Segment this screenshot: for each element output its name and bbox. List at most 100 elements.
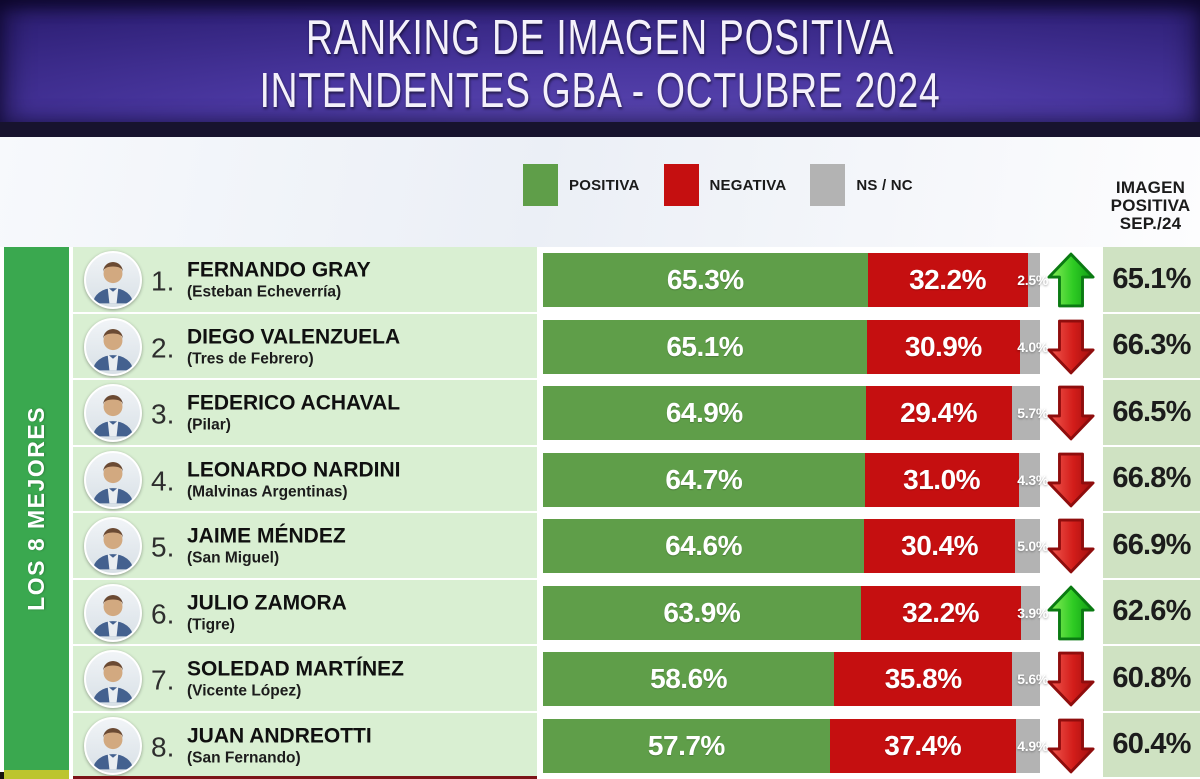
nsnc-bar-segment <box>1015 519 1040 573</box>
positive-bar-segment: 64.6% <box>543 519 865 573</box>
mayor-identity: LEONARDO NARDINI (Malvinas Argentinas) <box>187 458 401 501</box>
trend-up-icon <box>1047 585 1095 641</box>
rank-number: 7. <box>151 664 175 696</box>
trend-down-icon <box>1047 319 1095 375</box>
prev-positive-value: 66.8% <box>1103 446 1200 511</box>
stacked-bar: 63.9% 32.2% 3.9% <box>543 585 1048 640</box>
negative-value: 31.0% <box>903 463 981 495</box>
legend-item-negativa: NEGATIVA <box>663 164 787 206</box>
mayor-cell-background <box>73 646 537 711</box>
nsnc-value: 5.0% <box>1017 538 1048 554</box>
prev-header-line3: SEP./24 <box>1119 214 1182 233</box>
stacked-bar: 64.9% 29.4% 5.7% <box>543 386 1048 440</box>
prev-positive-value: 66.5% <box>1103 380 1200 445</box>
mayor-cell-background <box>73 380 537 445</box>
trend-down-icon <box>1047 718 1095 774</box>
stacked-bar: 57.7% 37.4% 4.9% <box>543 718 1048 773</box>
trend-up-icon <box>1047 252 1095 308</box>
legend-label: NEGATIVA <box>709 176 787 194</box>
positiva-swatch-icon <box>523 164 558 206</box>
negative-value: 29.4% <box>900 397 978 428</box>
mayor-identity: JAIME MÉNDEZ (San Miguel) <box>187 525 346 568</box>
stacked-bar: 65.1% 30.9% 4.0% <box>543 319 1048 374</box>
mayor-name: JULIO ZAMORA <box>187 591 347 615</box>
negative-bar-segment: 30.4% <box>864 519 1016 573</box>
positive-bar-segment: 58.6% <box>543 652 835 706</box>
mayor-cell-background <box>73 513 537 578</box>
trend-down-icon <box>1047 518 1095 574</box>
mayor-name: FEDERICO ACHAVAL <box>187 391 401 415</box>
ranking-row: 5. JAIME MÉNDEZ (San Miguel) 64.6% 30.4% 5.0%… <box>0 513 1200 580</box>
section-band-los-8-mejores: LOS 8 MEJORES <box>4 247 69 770</box>
negative-bar-segment: 29.4% <box>865 386 1012 440</box>
positive-bar-segment: 63.9% <box>543 585 861 640</box>
positive-bar-segment: 64.9% <box>543 386 866 440</box>
mayor-name: FERNANDO GRAY <box>187 258 371 282</box>
negative-bar-segment: 37.4% <box>829 718 1016 773</box>
header-divider <box>0 122 1200 137</box>
negativa-swatch-icon <box>663 164 699 206</box>
prev-header-line2: POSITIVA <box>1110 196 1191 215</box>
next-section-band-sliver <box>4 770 69 779</box>
mayor-identity: SOLEDAD MARTÍNEZ (Vicente López) <box>187 658 404 701</box>
prev-positive-value: 65.1% <box>1103 247 1200 312</box>
nsnc-bar-segment <box>1018 452 1040 507</box>
ranking-row: 7. SOLEDAD MARTÍNEZ (Vicente López) 58.6% 35… <box>0 646 1200 713</box>
negative-bar-segment: 35.8% <box>834 652 1013 706</box>
legend-zone-background <box>0 137 1200 247</box>
mayor-cell-background <box>73 579 537 644</box>
mayor-cell-background <box>73 313 537 378</box>
positive-value: 57.7% <box>647 729 725 761</box>
ranking-row: 1. FERNANDO GRAY (Esteban Echeverría) 65.3%… <box>0 247 1200 314</box>
next-section-edge-sliver <box>73 776 537 779</box>
avatar <box>84 251 142 309</box>
rank-number: 2. <box>151 332 175 364</box>
positive-value: 64.6% <box>665 530 742 561</box>
nsnc-bar-segment <box>1027 253 1040 307</box>
positive-value: 65.3% <box>666 264 744 295</box>
nsnc-value: 4.0% <box>1017 338 1048 355</box>
municipality: (Tres de Febrero) <box>187 350 314 368</box>
municipality: (Esteban Echeverría) <box>187 283 342 301</box>
stacked-bar: 64.7% 31.0% 4.3% <box>543 452 1048 507</box>
stacked-bar: 64.6% 30.4% 5.0% <box>543 519 1048 573</box>
stacked-bar: 58.6% 35.8% 5.6% <box>543 652 1048 706</box>
prev-column-header: IMAGEN POSITIVA SEP./24 <box>1101 179 1200 233</box>
legend-label: POSITIVA <box>569 176 640 194</box>
avatar <box>84 583 142 642</box>
rank-number: 1. <box>151 265 175 297</box>
negative-value: 32.2% <box>902 596 980 628</box>
prev-positive-value: 60.4% <box>1103 712 1200 777</box>
nsnc-value: 3.9% <box>1017 604 1048 621</box>
page-title-line1: RANKING DE IMAGEN POSITIVA <box>305 11 895 65</box>
positive-bar-segment: 64.7% <box>543 452 865 507</box>
negative-value: 37.4% <box>884 729 962 761</box>
positive-bar-segment: 65.1% <box>543 319 867 374</box>
negative-value: 35.8% <box>884 663 962 694</box>
legend-label: NS / NC <box>856 176 913 194</box>
nsnc-value: 4.9% <box>1017 737 1048 754</box>
prev-positive-value: 62.6% <box>1103 579 1200 644</box>
avatar <box>84 450 142 509</box>
ranking-row: 3. FEDERICO ACHAVAL (Pilar) 64.9% 29.4% 5.7% 6… <box>0 380 1200 447</box>
trend-down-icon <box>1047 385 1095 441</box>
negative-bar-segment: 30.9% <box>866 319 1021 374</box>
municipality: (San Miguel) <box>187 549 280 567</box>
ranking-row: 8. JUAN ANDREOTTI (San Fernando) 57.7% 37.4%… <box>0 712 1200 779</box>
municipality: (Tigre) <box>187 616 235 634</box>
positive-value: 58.6% <box>650 663 728 694</box>
nsnc-bar-segment <box>1011 386 1040 440</box>
rank-number: 3. <box>151 398 175 430</box>
prev-positive-value: 66.3% <box>1103 313 1200 378</box>
negative-value: 32.2% <box>909 264 987 295</box>
avatar <box>84 317 142 376</box>
nsnc-value: 2.5% <box>1017 272 1048 288</box>
negative-value: 30.4% <box>901 530 979 561</box>
stacked-bar: 65.3% 32.2% 2.5% <box>543 253 1048 307</box>
nsnc-swatch-icon <box>810 164 846 206</box>
avatar <box>84 650 142 708</box>
rank-number: 5. <box>151 531 175 563</box>
avatar <box>84 716 142 775</box>
trend-down-icon <box>1047 651 1095 707</box>
